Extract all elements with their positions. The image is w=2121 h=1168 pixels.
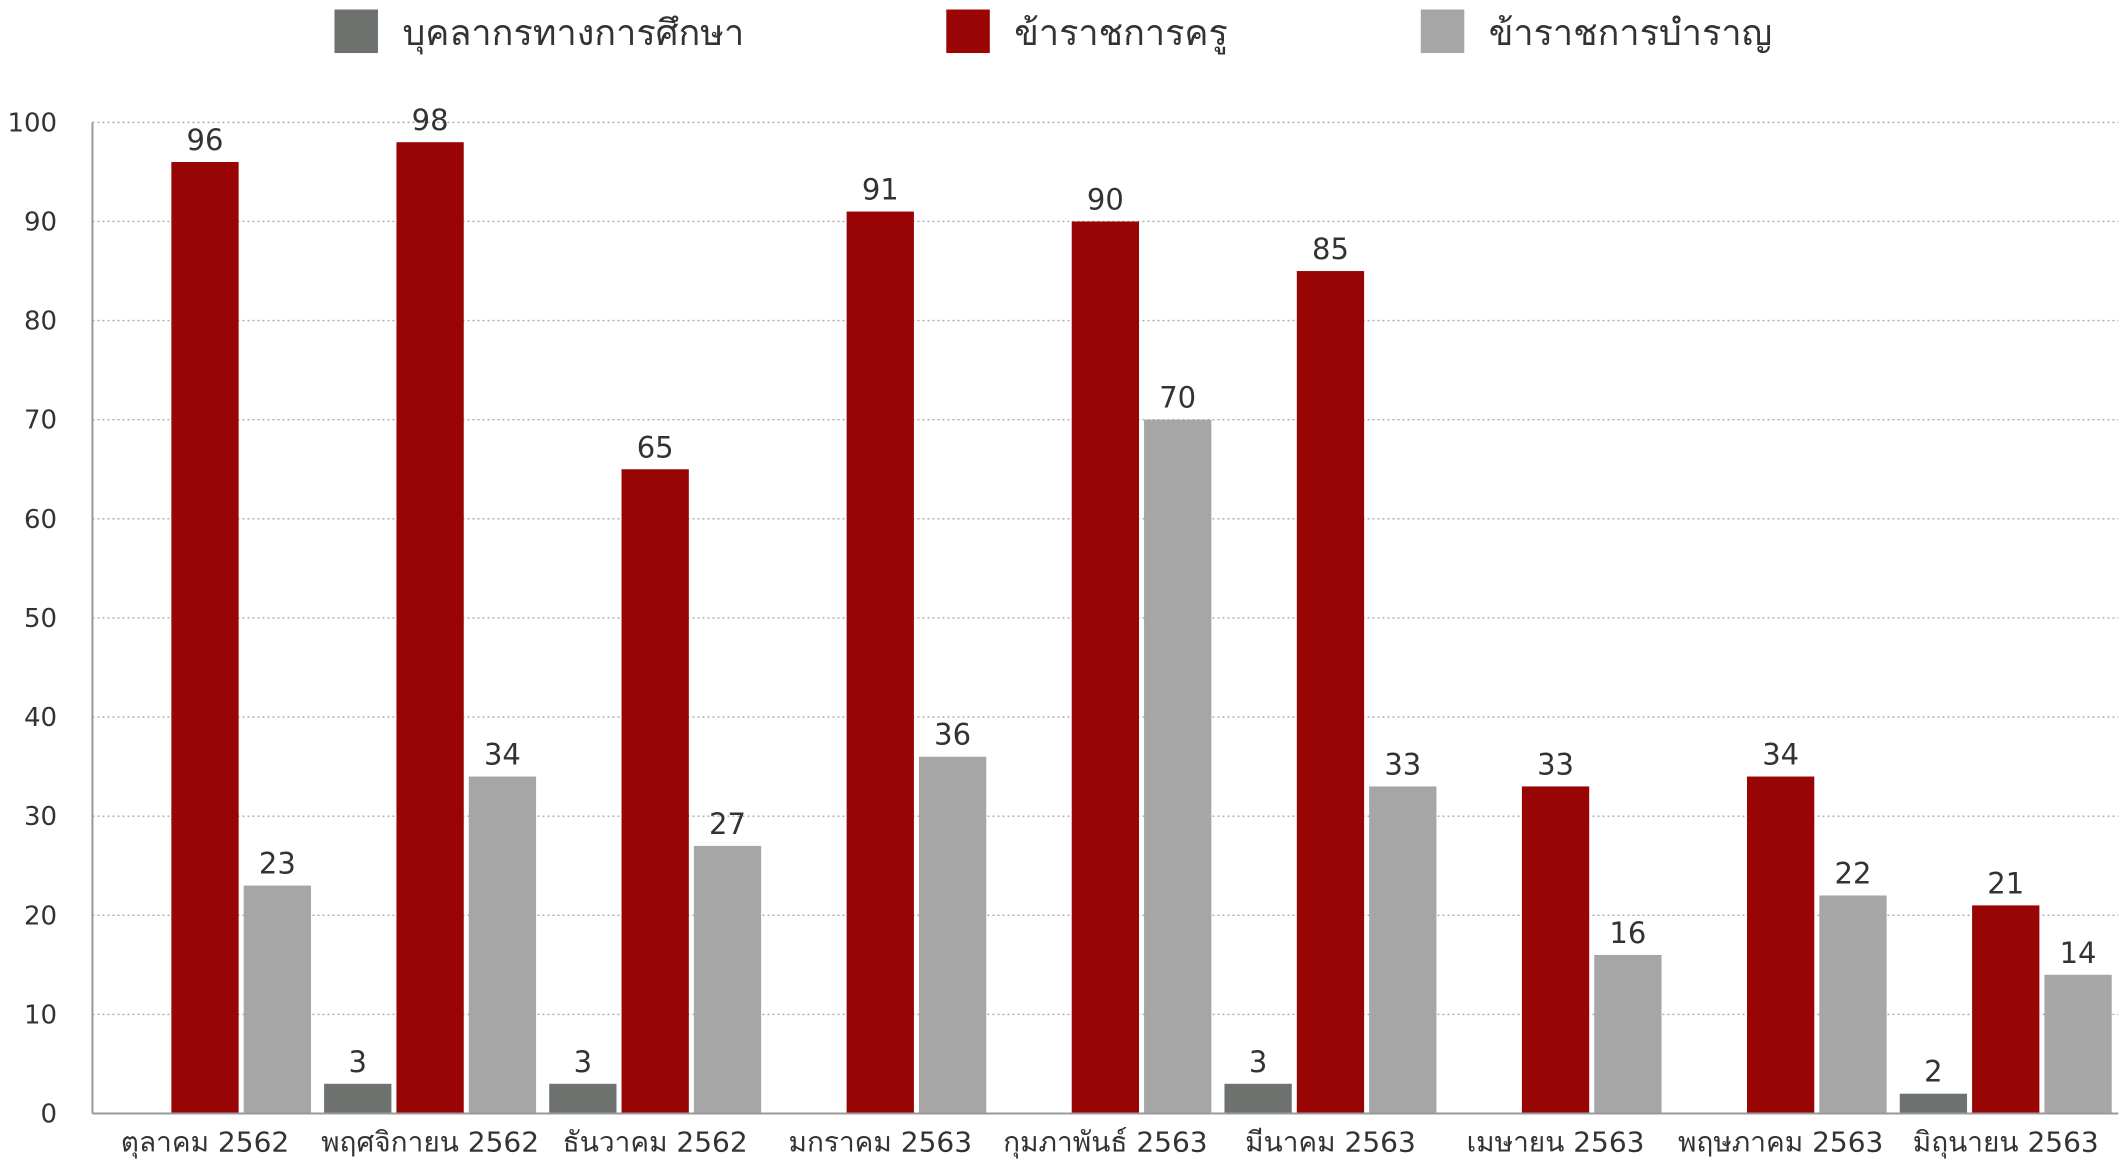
bar xyxy=(1071,221,1140,1114)
y-tick-label: 50 xyxy=(24,604,57,634)
data-label: 14 xyxy=(2060,936,2097,970)
y-tick-label: 0 xyxy=(41,1100,58,1130)
legend-swatch xyxy=(334,9,378,54)
data-label: 21 xyxy=(1987,866,2024,900)
x-tick-label: มิถุนายน 2563 xyxy=(1913,1126,2099,1160)
data-label: 98 xyxy=(412,103,449,137)
bar xyxy=(1972,905,2040,1114)
y-tick-label: 40 xyxy=(24,703,57,733)
x-axis: ตุลาคม 2562 พฤศจิกายน 2562 ธันวาคม 2562 มกร… xyxy=(92,1112,2119,1160)
legend-swatch xyxy=(1420,9,1465,54)
bar xyxy=(549,1083,617,1114)
bar xyxy=(1594,954,1662,1114)
y-tick-label: 10 xyxy=(24,1000,57,1030)
bar xyxy=(846,211,914,1114)
bar xyxy=(1899,1093,1968,1114)
data-label: 2 xyxy=(1924,1055,1942,1089)
x-tick-label: กุมภาพันธ์ 2563 xyxy=(1003,1126,1207,1160)
data-label: 91 xyxy=(862,173,899,207)
x-tick-label: พฤษภาคม 2563 xyxy=(1678,1126,1883,1159)
bar xyxy=(1144,419,1212,1114)
x-tick-label: พฤศจิกายน 2562 xyxy=(321,1126,539,1159)
data-label: 3 xyxy=(1249,1045,1267,1079)
data-label: 16 xyxy=(1609,916,1646,950)
y-tick-label: 90 xyxy=(24,207,57,237)
bar xyxy=(1819,895,1887,1114)
bar xyxy=(693,845,762,1114)
bar xyxy=(1296,271,1365,1114)
legend-label: ข้าราชการครู xyxy=(1014,13,1228,55)
y-tick-label: 20 xyxy=(24,901,57,931)
bar xyxy=(918,756,987,1114)
bar xyxy=(324,1083,392,1114)
x-tick-label: เมษายน 2563 xyxy=(1467,1126,1645,1159)
bar xyxy=(171,162,239,1114)
x-tick-label: มกราคม 2563 xyxy=(789,1126,973,1159)
x-tick-label: มีนาคม 2563 xyxy=(1245,1126,1416,1159)
bars xyxy=(171,142,2112,1114)
y-tick-label: 100 xyxy=(7,108,57,138)
legend: บุคลากรทางการศึกษา ข้าราชการครู ข้าราชการบ… xyxy=(334,9,1772,55)
data-label: 23 xyxy=(259,847,296,881)
bar xyxy=(2044,974,2112,1114)
legend-swatch xyxy=(946,9,990,54)
data-label: 36 xyxy=(934,718,971,752)
data-label: 90 xyxy=(1087,182,1124,216)
y-axis: 0 10 20 30 40 50 60 70 80 90 100 xyxy=(7,108,94,1130)
bar xyxy=(1746,776,1815,1114)
bar xyxy=(1369,786,1437,1114)
bar xyxy=(1224,1083,1292,1114)
data-label: 70 xyxy=(1159,381,1196,415)
data-label: 33 xyxy=(1537,747,1574,781)
y-tick-label: 30 xyxy=(24,802,57,832)
bar xyxy=(243,885,311,1114)
data-label: 34 xyxy=(484,738,521,772)
legend-label: บุคลากรทางการศึกษา xyxy=(402,13,744,55)
data-label: 22 xyxy=(1835,856,1872,890)
data-label: 34 xyxy=(1762,738,1799,772)
data-label: 3 xyxy=(574,1045,592,1079)
x-tick-label: ตุลาคม 2562 xyxy=(121,1126,289,1160)
data-label: 27 xyxy=(709,807,746,841)
y-tick-label: 80 xyxy=(24,307,57,337)
bar xyxy=(396,142,464,1114)
y-tick-label: 60 xyxy=(24,505,57,535)
data-label: 3 xyxy=(349,1045,367,1079)
bar xyxy=(621,469,689,1114)
data-label: 33 xyxy=(1384,747,1421,781)
bar xyxy=(468,776,537,1114)
x-tick-label: ธันวาคม 2562 xyxy=(563,1126,748,1159)
legend-label: ข้าราชการบำราญ xyxy=(1489,13,1772,54)
bar xyxy=(1521,786,1590,1114)
y-tick-label: 70 xyxy=(24,406,57,436)
data-label: 85 xyxy=(1312,232,1349,266)
data-label: 65 xyxy=(637,430,674,464)
data-label: 96 xyxy=(187,123,224,157)
